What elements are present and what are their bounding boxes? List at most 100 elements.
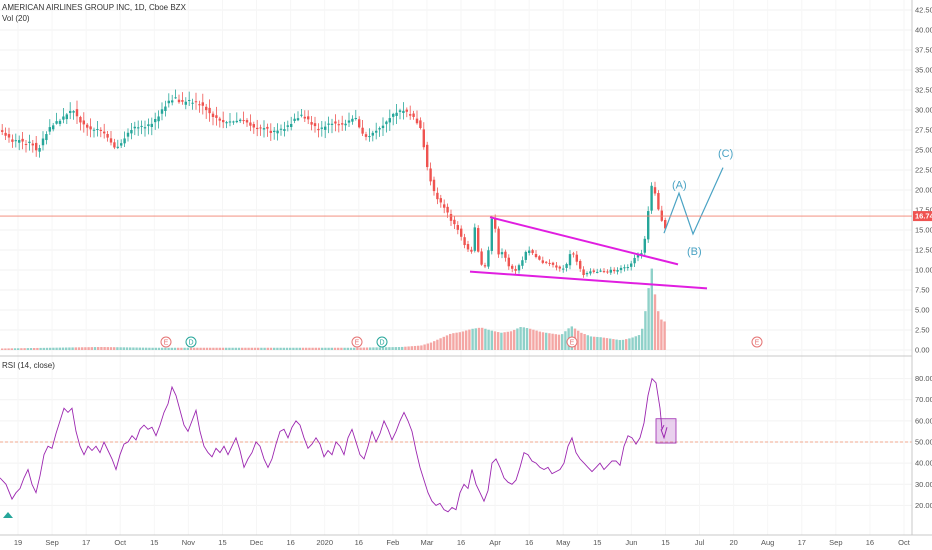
volume-bar: [349, 347, 353, 350]
volume-bar: [257, 347, 260, 350]
candle-body: [184, 101, 187, 105]
volume-bar: [65, 347, 68, 350]
volume-bar: [103, 347, 106, 350]
volume-bars: [1, 268, 666, 350]
volume-bar: [541, 332, 545, 350]
candle-body: [181, 100, 184, 102]
candle-body: [143, 127, 147, 129]
candle-body: [99, 129, 102, 131]
volume-bar: [365, 347, 369, 350]
volume-bar: [221, 347, 225, 350]
candle-body: [245, 120, 249, 123]
volume-bar: [577, 330, 580, 350]
candle-body: [449, 213, 453, 221]
volume-bar: [429, 342, 433, 350]
rsi-tick-label: 50.00: [915, 438, 932, 447]
volume-bar: [564, 331, 567, 350]
candle-body: [130, 129, 133, 134]
candle-body: [126, 132, 130, 137]
wave-path: [663, 167, 724, 236]
volume-bar: [180, 347, 183, 350]
candle-body: [307, 116, 310, 120]
volume-bar: [244, 347, 247, 350]
candle-body: [239, 119, 242, 122]
candle-body: [103, 131, 106, 134]
time-tick-label: 16: [525, 538, 533, 547]
time-tick-label: 15: [661, 538, 669, 547]
wave-projection: (A) (B) (C): [663, 148, 733, 258]
candle-body: [201, 102, 204, 106]
time-tick-label: Oct: [114, 538, 127, 547]
candle-body: [378, 128, 381, 130]
candle-body: [188, 99, 191, 101]
volume-bar: [183, 347, 186, 350]
rsi-tick-label: 30.00: [915, 480, 932, 489]
candle-body: [92, 129, 96, 131]
volume-bar: [404, 346, 407, 350]
volume-bar: [39, 347, 42, 350]
volume-bar: [84, 347, 87, 350]
candle-body: [606, 271, 609, 273]
time-tick-label: 16: [286, 538, 294, 547]
candle-body: [528, 250, 531, 253]
volume-bar: [10, 348, 13, 350]
price-tick-label: 12.50: [915, 246, 932, 255]
price-tick-label: 25.00: [915, 146, 932, 155]
candle-body: [344, 123, 347, 126]
volume-bar: [599, 337, 602, 350]
event-marker-dividend: [185, 336, 197, 348]
volume-bar: [241, 347, 244, 350]
candle-body: [347, 120, 351, 123]
time-tick-label: Mar: [420, 538, 433, 547]
volume-bar: [29, 348, 33, 350]
candle-body: [120, 143, 123, 146]
candle-body: [4, 132, 7, 136]
volume-bar: [167, 347, 170, 350]
volume-bar: [308, 347, 311, 350]
volume-bar: [55, 347, 58, 350]
volume-bar: [353, 347, 356, 350]
candle-body: [466, 244, 470, 250]
candle-body: [653, 187, 657, 194]
price-tick-label: 2.50: [915, 326, 930, 335]
volume-bar: [138, 347, 141, 350]
volume-bar: [468, 329, 471, 350]
candle-body: [252, 124, 255, 128]
candle-body: [524, 251, 527, 260]
volume-bar: [295, 347, 298, 350]
candle-body: [18, 140, 21, 143]
volume-bar: [375, 347, 378, 350]
candle-body: [269, 130, 272, 133]
volume-indicator-label[interactable]: Vol (20): [2, 14, 30, 23]
symbol-title[interactable]: AMERICAN AIRLINES GROUP INC, 1D, Cboe BZ…: [2, 3, 186, 12]
volume-bar: [324, 347, 327, 350]
candle-body: [490, 218, 493, 251]
candle-body: [320, 127, 323, 129]
volume-bar: [653, 294, 657, 350]
volume-bar: [23, 348, 26, 350]
time-tick-label: 15: [150, 538, 158, 547]
volume-bar: [519, 327, 522, 350]
candle-body: [402, 110, 405, 113]
volume-bar: [145, 347, 148, 350]
volume-bar: [506, 331, 509, 350]
volume-bar: [548, 333, 551, 350]
event-marker-label: E: [164, 340, 169, 347]
grid: [0, 9, 912, 506]
candle-body: [565, 264, 568, 268]
volume-bar: [97, 347, 100, 350]
candle-body: [14, 140, 17, 142]
time-tick-label: Apr: [489, 538, 501, 547]
candle-body: [140, 125, 143, 127]
candle-body: [640, 253, 643, 256]
time-tick-label: 19: [14, 538, 22, 547]
lower-trendline: [469, 270, 708, 290]
candle-body: [385, 121, 388, 125]
candle-body: [279, 128, 283, 130]
volume-bar: [436, 339, 439, 350]
time-tick-label: Dec: [250, 538, 264, 547]
rsi-indicator-label[interactable]: RSI (14, close): [2, 361, 55, 370]
rsi-tick-label: 40.00: [915, 459, 932, 468]
